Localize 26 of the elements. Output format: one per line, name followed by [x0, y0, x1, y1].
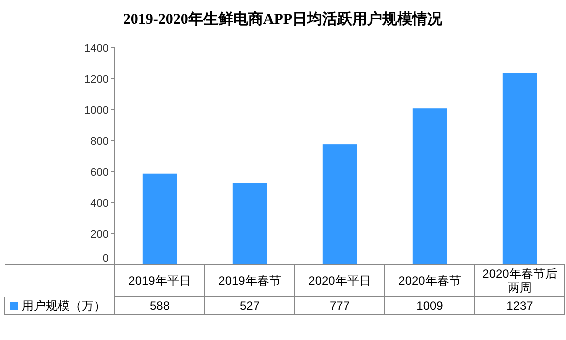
- chart-title: 2019-2020年生鲜电商APP日均活跃用户规模情况: [123, 10, 444, 28]
- x-tick-label: 2020年春节: [398, 274, 462, 288]
- x-tick-label: 2020年春节后两周: [482, 267, 558, 295]
- data-label: 1237: [506, 299, 534, 313]
- y-tick-label: 200: [90, 229, 109, 241]
- y-tick-label: 400: [90, 198, 109, 210]
- legend-label: 用户规模（万）: [22, 299, 106, 313]
- data-table: 2019年平日 2019年春节 2020年平日 2020年春节 2020年春节后两周 用户规模（万） 588 527 777 1009 1237: [4, 264, 566, 316]
- data-label: 588: [150, 299, 170, 313]
- y-tick-label: 600: [90, 167, 109, 179]
- y-tick-label: 800: [90, 136, 109, 148]
- data-label: 1009: [416, 299, 444, 313]
- y-tick-label: 1400: [84, 43, 109, 55]
- x-tick-label: 2020年平日: [308, 274, 372, 288]
- bar: [322, 144, 358, 265]
- bar: [232, 183, 268, 265]
- y-tick-label: 1000: [84, 105, 109, 117]
- y-tick-label: 1200: [84, 74, 109, 86]
- x-tick-label: 2019年春节: [218, 274, 282, 288]
- data-label: 527: [240, 299, 260, 313]
- bar: [502, 73, 538, 265]
- y-tick-label: 0: [102, 253, 109, 265]
- data-label: 777: [330, 299, 350, 313]
- bar: [412, 108, 448, 265]
- x-tick-label: 2019年平日: [128, 274, 192, 288]
- bar: [142, 174, 178, 265]
